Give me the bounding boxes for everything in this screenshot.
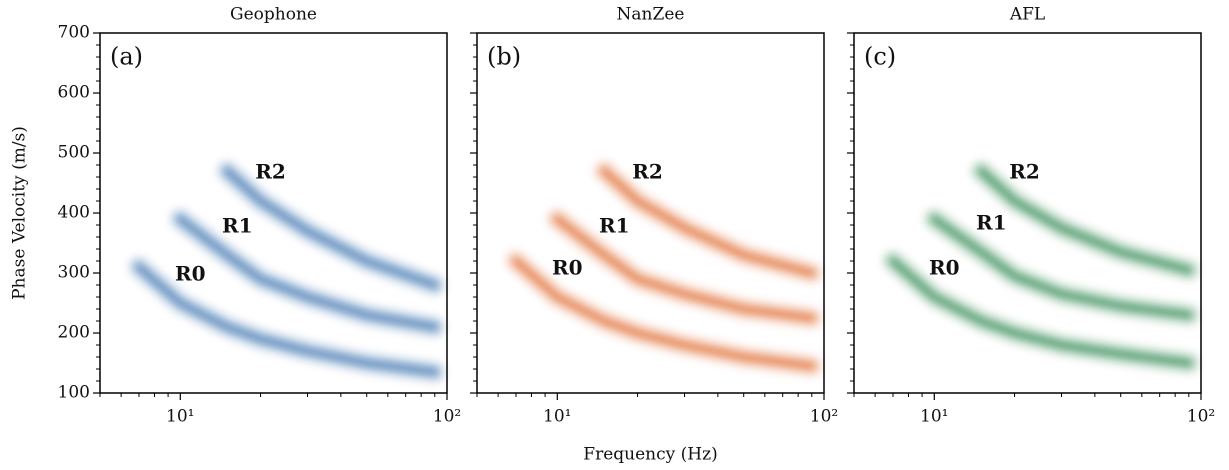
y-tick-label: 400 (58, 203, 90, 223)
mode-ridge (977, 167, 1193, 274)
mode-ridge (600, 167, 816, 277)
panel-title: NanZee (617, 5, 685, 25)
mode-ridge (888, 257, 1193, 367)
x-tick-label: 10² (433, 407, 461, 427)
mode-label: R2 (632, 160, 663, 184)
y-tick-label: 700 (58, 23, 90, 43)
x-tick-label: 10¹ (920, 407, 948, 427)
x-tick-label: 10² (810, 407, 838, 427)
x-tick-label: 10¹ (543, 407, 571, 427)
panel-title: Geophone (230, 5, 317, 25)
mode-label: R0 (929, 256, 960, 280)
mode-label: R2 (255, 160, 286, 184)
panel-label: (b) (487, 43, 521, 71)
y-tick-label: 200 (58, 323, 90, 343)
mode-ridge (176, 215, 439, 331)
y-tick-label: 300 (58, 263, 90, 283)
mode-ridge (134, 263, 439, 376)
mode-label: R0 (552, 256, 583, 280)
mode-ridge (511, 257, 816, 370)
mode-label: R1 (599, 214, 630, 238)
panel-title: AFL (1009, 5, 1045, 25)
panel-label: (a) (110, 43, 143, 71)
mode-halo (970, 160, 1200, 281)
mode-label: R1 (222, 214, 253, 238)
x-tick-label: 10¹ (166, 407, 194, 427)
mode-label: R0 (175, 262, 206, 286)
mode-label: R2 (1009, 160, 1040, 184)
mode-label: R1 (976, 211, 1007, 235)
mode-ridge (553, 215, 816, 322)
x-tick-label: 10² (1187, 407, 1215, 427)
mode-halo (593, 160, 823, 284)
mode-ridge (223, 167, 439, 289)
y-tick-label: 500 (58, 143, 90, 163)
y-tick-label: 600 (58, 83, 90, 103)
y-axis-label: Phase Velocity (m/s) (10, 126, 30, 300)
panel-label: (c) (864, 43, 896, 71)
mode-ridge (930, 215, 1193, 319)
y-tick-label: 100 (58, 383, 90, 403)
x-axis-label: Frequency (Hz) (583, 445, 717, 465)
